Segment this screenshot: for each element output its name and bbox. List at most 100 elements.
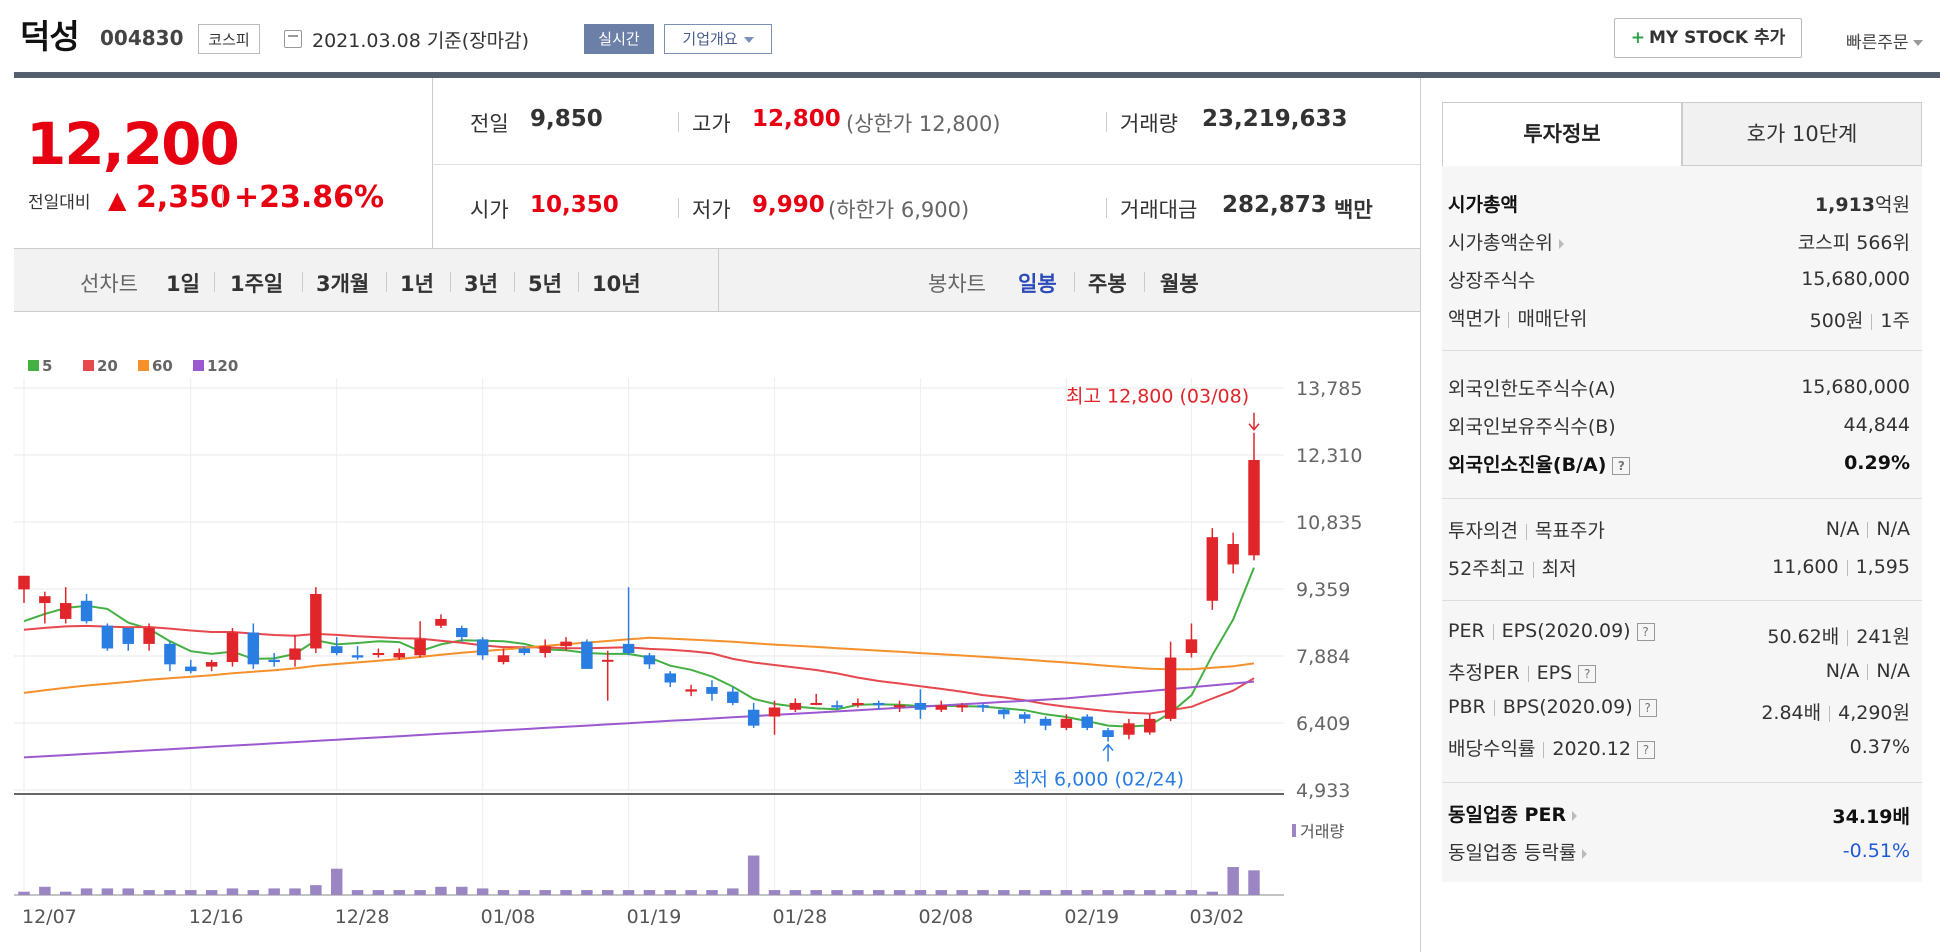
help-icon[interactable]: ? [1636,740,1655,759]
candle-body [601,659,614,662]
tab-invest-info[interactable]: 투자정보 [1442,102,1682,166]
volume-bar [643,890,656,895]
candle-body [956,705,968,708]
volume-bar [914,890,927,895]
period-1d[interactable]: 1일 [166,272,200,296]
candle-body [539,646,551,653]
candle-body [80,600,93,622]
realtime-button[interactable]: 실시간 [584,24,654,54]
calendar-icon [284,30,302,48]
52w-value: 11,600 1,595 [1772,556,1910,578]
period-3m[interactable]: 3개월 [316,272,370,296]
volume-bar [1144,890,1156,895]
candle-body [581,641,593,669]
market-cap-value: 1,913억원 [1814,194,1910,216]
volume-bar [560,890,572,895]
listed-shares-label: 상장주식수 [1448,270,1536,292]
par-value-label: 액면가 매매단위 [1448,308,1588,330]
volume-bar [685,890,697,895]
company-overview-label: 기업개요 [682,30,738,48]
candle-body [706,687,718,694]
volume-bar [1227,867,1239,895]
stock-code: 004830 [100,26,184,50]
candle-body [205,662,218,667]
volume-bar [247,890,260,895]
candle-body [268,659,280,663]
volume-bar [601,890,614,895]
volume-bar [727,888,739,895]
volume-bar [622,890,635,895]
x-tick-label: 01/08 [481,906,536,928]
period-5y[interactable]: 5년 [528,272,562,296]
candle-daily[interactable]: 일봉 [1018,272,1057,296]
price-chart[interactable]: 13,785 12,310 10,835 9,359 7,884 6,409 4,933 12… [14,340,1420,952]
plus-icon: + [1630,28,1645,48]
high-arrow-icon [1248,412,1260,431]
foreign-limit-label: 외국인한도주식수(A) [1448,378,1616,400]
company-overview-dropdown[interactable]: 기업개요 [664,24,772,54]
candle-body [977,705,989,708]
candle-body [518,648,531,653]
add-mystock-label: MY STOCK 추가 [1648,28,1786,48]
volume-bar [747,855,760,895]
market-cap-rank-label[interactable]: 시가총액순위 [1448,228,1564,255]
period-1w[interactable]: 1주일 [230,272,284,296]
upper-limit: (상한가 12,800) [846,112,1001,136]
candle-body [18,575,30,590]
candle-weekly[interactable]: 주봉 [1088,272,1127,296]
volume-bar [518,890,531,895]
candle-body [1060,718,1073,728]
divider [1106,112,1107,132]
candle-body [372,652,385,655]
volume-bar [226,888,239,895]
chevron-right-icon [1558,238,1564,249]
divider [1442,600,1922,601]
line-chart-title: 선차트 [80,272,138,296]
volume-bar [810,890,822,895]
divider [678,198,679,218]
volume-bar [831,890,843,895]
volume-bar [1081,890,1093,895]
help-icon[interactable]: ? [1578,664,1597,683]
sector-change-label[interactable]: 동일업종 등락률 [1448,838,1588,865]
y-tick-label: 10,835 [1296,512,1362,534]
chevron-down-icon [743,36,754,43]
volume-bar [476,888,489,895]
volume-bar [393,890,405,895]
period-3y[interactable]: 3년 [464,272,498,296]
foreign-hold-value: 44,844 [1843,414,1910,436]
candle-body [893,705,906,708]
volume-bar [706,890,718,895]
pbr-label: PBR BPS(2020.09)? [1448,696,1657,718]
low-label: 저가 [692,198,731,222]
diff-value: 2,350 [136,180,231,215]
candle-body [143,628,155,644]
period-10y[interactable]: 10년 [592,272,641,296]
volume-bar [1123,890,1135,895]
candle-body [1248,459,1260,556]
current-price: 12,200 [26,110,240,178]
help-icon[interactable]: ? [1636,622,1655,641]
help-icon[interactable]: ? [1638,698,1657,717]
help-icon[interactable]: ? [1612,456,1631,475]
sector-per-label[interactable]: 동일업종 PER [1448,800,1578,827]
high-value: 12,800 [752,106,841,132]
candle-body [310,593,322,649]
candle-body [164,643,176,665]
volume-swatch [1292,824,1296,837]
candle-monthly[interactable]: 월봉 [1160,272,1199,296]
add-mystock-button[interactable]: + MY STOCK 추가 [1614,18,1802,58]
quick-order-dropdown[interactable]: 빠른주문 [1846,28,1923,53]
divider [1106,198,1107,218]
candle-body [560,641,572,647]
divider [578,272,579,292]
low-annotation: 최저 6,000 (02/24) [1013,769,1184,791]
legend-swatch [138,360,149,371]
legend-swatch [193,360,204,371]
diff-percent: +23.86% [234,180,385,215]
quick-order-label: 빠른주문 [1846,33,1909,53]
pbr-value: 2.84배 4,290원 [1761,702,1910,724]
period-1y[interactable]: 1년 [400,272,434,296]
amount-unit: 백만 [1334,198,1373,222]
tab-quote-10[interactable]: 호가 10단계 [1682,102,1922,166]
